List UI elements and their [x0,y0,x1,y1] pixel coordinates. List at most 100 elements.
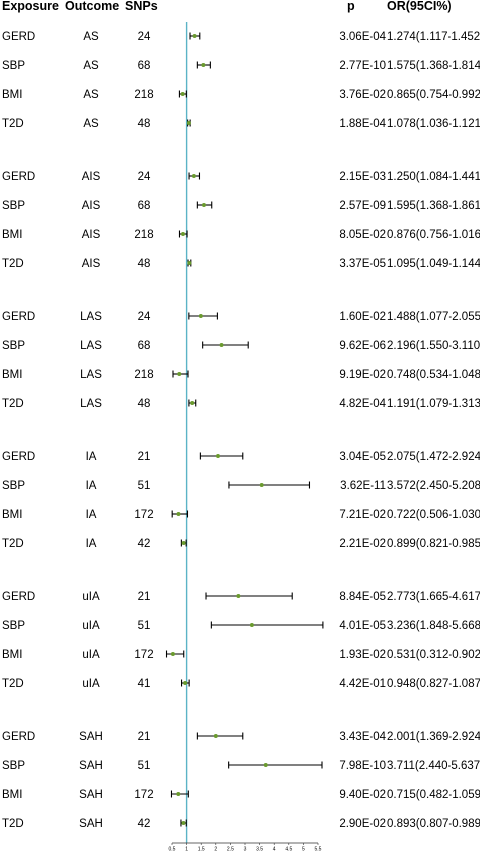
snps-value: 24 [138,31,151,43]
or-point [186,121,191,125]
outcome-label: IA [86,509,97,521]
outcome-label: LAS [80,398,102,410]
x-tick-label: 5.5 [315,847,322,852]
x-tick-label: 3.5 [256,847,263,852]
outcome-label: SAH [79,760,103,772]
x-axis: 0.5 1 1.5 2 2.5 3 3.5 4 4.5 5 5.5 [169,842,322,852]
exposure-label: BMI [2,649,22,661]
snps-value: 218 [134,89,153,101]
exposure-label: GERD [2,591,35,603]
or-point [180,92,185,96]
outcome-label: IA [86,451,97,463]
snps-value: 21 [138,731,151,743]
p-value: 1.93E-02 [339,649,386,661]
forest-marks [165,22,324,843]
or-point [236,594,241,598]
or-ci-value: 1.575(1.368-1.814) [387,60,480,72]
p-value: 9.19E-02 [339,369,386,381]
or-point [201,63,206,67]
outcome-label: LAS [80,340,102,352]
p-value: 1.88E-04 [339,118,386,130]
or-ci-value: 0.531(0.312-0.902) [387,649,480,661]
exposure-label: T2D [2,818,24,830]
exposure-label: BMI [2,89,22,101]
snps-value: 68 [138,340,151,352]
p-value: 3.62E-11 [340,480,386,492]
snps-value: 68 [138,200,151,212]
p-value: 3.37E-05 [339,258,386,270]
snps-value: 41 [138,678,151,690]
or-point [198,314,203,318]
or-ci-value: 0.715(0.482-1.059) [387,789,480,801]
outcome-label: AS [83,118,99,130]
or-ci-value: 3.572(2.450-5.208) [387,480,480,492]
or-point [201,203,206,207]
exposure-label: GERD [2,31,35,43]
p-value: 4.42E-01 [339,678,386,690]
exposure-label: T2D [2,258,24,270]
outcome-label: AIS [82,171,101,183]
exposure-label: T2D [2,398,24,410]
or-ci-value: 1.488(1.077-2.055) [387,311,480,323]
p-value: 2.90E-02 [339,818,386,830]
or-ci-value: 3.236(1.848-5.668) [387,620,480,632]
or-ci-value: 1.250(1.084-1.441) [387,171,480,183]
or-ci-value: 0.748(0.534-1.048) [387,369,480,381]
exposure-label: BMI [2,369,22,381]
outcome-label: LAS [80,369,102,381]
exposure-label: BMI [2,509,22,521]
p-value: 3.06E-04 [339,31,386,43]
or-ci-value: 2.075(1.472-2.924) [387,451,480,463]
p-value: 4.01E-05 [339,620,386,632]
outcome-label: AS [83,60,99,72]
snps-value: 218 [134,369,153,381]
x-tick-label: 3 [244,847,247,852]
snps-value: 21 [138,451,151,463]
p-value: 3.43E-04 [339,731,386,743]
or-ci-value: 0.722(0.506-1.030) [387,509,480,521]
exposure-label: GERD [2,311,35,323]
or-point [263,763,268,767]
p-value: 3.04E-05 [339,451,386,463]
or-point [192,34,197,38]
exposure-label: T2D [2,538,24,550]
snps-value: 51 [138,620,151,632]
or-point [215,454,220,458]
snps-value: 172 [134,789,153,801]
exposure-label: T2D [2,678,24,690]
or-ci-value: 1.095(1.049-1.144) [387,258,480,270]
outcome-label: AS [83,31,99,43]
snps-value: 51 [138,480,151,492]
exposure-label: SBP [2,760,25,772]
snps-value: 51 [138,760,151,772]
header-exposure: Exposure [2,0,59,13]
exposure-label: SBP [2,620,25,632]
or-ci-value: 3.711(2.440-5.637) [387,760,480,772]
exposure-label: SBP [2,200,25,212]
exposure-label: GERD [2,731,35,743]
or-ci-value: 1.191(1.079-1.313) [387,398,480,410]
p-value: 9.40E-02 [339,789,386,801]
or-ci-value: 2.196(1.550-3.110) [387,340,480,352]
outcome-label: AIS [82,258,101,270]
or-point [259,483,264,487]
snps-value: 48 [138,398,151,410]
snps-value: 21 [138,591,151,603]
p-value: 2.77E-10 [339,60,386,72]
or-ci-value: 0.899(0.821-0.985) [387,538,480,550]
p-value: 2.15E-03 [339,171,386,183]
or-point [219,343,224,347]
outcome-label: AS [83,89,99,101]
p-value: 2.21E-02 [339,538,386,550]
p-value: 2.57E-09 [339,200,386,212]
snps-value: 218 [134,229,153,241]
header-outcome: Outcome [65,0,119,13]
or-point [187,261,192,265]
outcome-label: AIS [82,200,101,212]
p-value: 7.21E-02 [339,509,386,521]
x-tick-label: 4 [273,847,276,852]
exposure-label: BMI [2,229,22,241]
exposure-label: BMI [2,789,22,801]
column-headers: Exposure Outcome SNPs p OR(95CI%) [2,0,452,13]
outcome-label: SAH [79,818,103,830]
